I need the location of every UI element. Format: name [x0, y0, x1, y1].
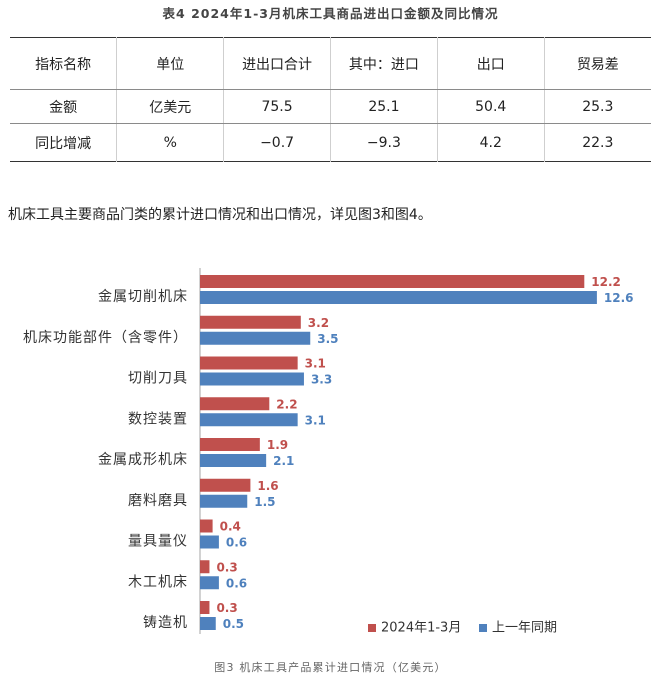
current-period-bar: [200, 397, 270, 411]
category-label: 机床功能部件（含零件）: [23, 330, 188, 346]
category-label: 量具量仪: [128, 534, 188, 550]
table-cell: 4.2: [436, 123, 545, 162]
current-period-bar: [200, 356, 298, 370]
current-period-value-label: 12.2: [591, 275, 621, 289]
header-unit: 单位: [116, 37, 224, 90]
table-title: 表4 2024年1-3月机床工具商品进出口金额及同比情况: [162, 6, 499, 21]
prior-year-value-label: 0.6: [226, 576, 247, 590]
prior-year-bar: [200, 454, 267, 467]
current-period-bar: [200, 478, 251, 492]
prior-year-bar: [200, 372, 304, 386]
table-cell: 同比增减: [35, 135, 92, 152]
current-period-value-label: 0.3: [216, 560, 237, 574]
legend-label: 2024年1-3月: [381, 621, 461, 636]
prior-year-value-label: 2.1: [273, 454, 294, 468]
category-label: 金属切削机床: [98, 289, 188, 305]
prior-year-bar: [200, 413, 298, 427]
table-cell: 25.3: [543, 89, 651, 124]
current-period-value-label: 1.6: [257, 479, 278, 493]
current-period-bar: [200, 560, 210, 574]
table-row: 金额 亿美元 75.5 25.1 50.4 25.3: [10, 89, 651, 124]
current-period-bar: [200, 601, 210, 614]
table-cell: 50.4: [436, 89, 545, 124]
current-period-bar: [200, 275, 585, 288]
prior-year-bar: [200, 331, 311, 345]
header-imports: 其中：进口: [329, 37, 438, 90]
table-cell: 75.5: [223, 89, 331, 124]
table-cell: −9.3: [329, 123, 438, 162]
table-cell: −0.7: [223, 123, 331, 162]
prior-year-bar: [200, 494, 248, 508]
table-cell: %: [116, 123, 224, 162]
prior-year-bar: [200, 535, 219, 549]
prior-year-value-label: 3.5: [317, 332, 338, 346]
table-row: 同比增减 % −0.7 −9.3 4.2 22.3: [10, 123, 651, 162]
import-bar-chart: 金属切削机床 12.2 12.6 机床功能部件（含零件） 3.2 3.5 切削刀具 3.1 3.…: [23, 268, 634, 636]
category-label: 数控装置: [128, 411, 188, 427]
category-label: 切削刀具: [128, 371, 188, 387]
header-indicator-name: 指标名称: [10, 37, 117, 90]
current-period-value-label: 1.9: [267, 438, 288, 452]
current-period-bar: [200, 438, 260, 451]
category-label: 金属成形机床: [98, 452, 188, 468]
table-header-row: 指标名称 单位 进出口合计 其中：进口 出口 贸易差: [10, 37, 651, 90]
legend-label: 上一年同期: [492, 621, 557, 636]
prior-year-value-label: 0.6: [226, 536, 247, 550]
prior-year-bar: [200, 617, 216, 630]
table-cell: 亿美元: [116, 89, 224, 124]
current-period-value-label: 3.2: [308, 316, 329, 330]
table-cell: 25.1: [329, 89, 438, 124]
legend-swatch: [479, 624, 487, 632]
current-period-value-label: 0.4: [220, 520, 241, 534]
header-trade-balance: 贸易差: [543, 37, 651, 90]
category-label: 铸造机: [143, 615, 188, 631]
current-period-value-label: 2.2: [276, 397, 297, 411]
chart-caption: 图3 机床工具产品累计进口情况（亿美元）: [214, 661, 447, 674]
prior-year-value-label: 1.5: [254, 495, 275, 509]
category-label: 木工机床: [128, 574, 188, 590]
current-period-value-label: 3.1: [305, 357, 326, 371]
legend-swatch: [368, 624, 376, 632]
header-total-trade: 进出口合计: [223, 37, 331, 90]
header-exports: 出口: [436, 37, 545, 90]
category-label: 磨料磨具: [128, 493, 188, 509]
prior-year-value-label: 3.1: [305, 413, 326, 427]
current-period-value-label: 0.3: [216, 601, 237, 615]
prior-year-bar: [200, 576, 219, 590]
prior-year-bar: [200, 291, 597, 304]
body-paragraph: 机床工具主要商品门类的累计进口情况和出口情况，详见图3和图4。: [8, 207, 432, 223]
trade-summary-table: 指标名称 单位 进出口合计 其中：进口 出口 贸易差 金额 亿美元 75.5 2…: [10, 37, 651, 162]
prior-year-value-label: 12.6: [604, 291, 634, 305]
current-period-bar: [200, 519, 213, 533]
table-cell: 22.3: [543, 123, 651, 162]
table-cell: 金额: [10, 89, 117, 124]
prior-year-value-label: 3.3: [311, 373, 332, 387]
prior-year-value-label: 0.5: [223, 617, 244, 631]
current-period-bar: [200, 315, 301, 329]
